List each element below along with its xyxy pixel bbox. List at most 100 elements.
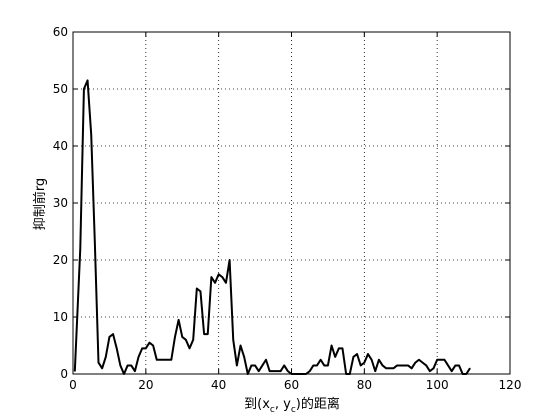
data-point	[167, 359, 169, 361]
x-tick-label: 60	[284, 378, 299, 392]
data-point	[447, 364, 449, 367]
data-point	[188, 347, 191, 349]
y-tick-label: 40	[53, 139, 68, 153]
data-point	[396, 364, 398, 367]
data-point	[279, 370, 282, 372]
data-point	[79, 248, 81, 250]
data-point	[298, 373, 300, 375]
data-point	[123, 373, 125, 375]
y-tick-label: 30	[53, 196, 68, 210]
data-point	[250, 364, 253, 367]
data-point	[83, 88, 85, 90]
data-point	[159, 359, 161, 361]
data-point	[327, 364, 329, 367]
data-point	[94, 242, 96, 244]
data-point	[276, 370, 278, 372]
data-point	[360, 364, 362, 367]
data-point	[192, 339, 194, 341]
data-point	[392, 367, 395, 369]
data-point	[341, 347, 344, 349]
ticks	[72, 31, 511, 375]
data-point	[371, 359, 373, 361]
x-tick-label: 80	[357, 378, 372, 392]
data-point	[352, 356, 355, 358]
data-point	[400, 364, 402, 367]
y-tick-label: 20	[53, 253, 68, 267]
data-point	[454, 364, 456, 367]
grid	[73, 32, 510, 374]
data-point	[338, 347, 340, 349]
data-point	[127, 364, 129, 367]
data-point	[465, 373, 467, 375]
data-point	[469, 367, 471, 369]
data-point	[214, 282, 216, 284]
data-point	[407, 364, 409, 367]
data-point	[236, 364, 238, 367]
data-point	[156, 359, 158, 361]
x-tick-label: 100	[426, 378, 449, 392]
data-point	[403, 364, 405, 367]
data-point	[116, 347, 118, 349]
data-point	[320, 359, 322, 361]
data-point	[178, 319, 180, 321]
data-point	[429, 370, 431, 372]
data-point	[105, 356, 107, 358]
data-point	[378, 359, 380, 361]
data-point	[97, 362, 100, 364]
data-point	[225, 282, 227, 284]
data-point	[134, 370, 136, 372]
data-point	[458, 364, 460, 367]
data-point	[309, 370, 311, 372]
data-point	[174, 336, 176, 338]
data-point	[247, 373, 249, 375]
data-point	[440, 359, 442, 361]
data-point	[170, 359, 172, 361]
data-point	[90, 134, 92, 136]
data-point	[74, 370, 76, 372]
x-tick-label: 20	[138, 378, 153, 392]
y-tick-label: 50	[53, 82, 68, 96]
data-point	[330, 344, 333, 347]
x-tick-label: 120	[499, 378, 522, 392]
data-point	[148, 342, 151, 344]
data-point	[196, 287, 198, 290]
data-point	[301, 373, 304, 375]
data-point	[221, 276, 223, 278]
data-point	[185, 339, 187, 341]
data-point	[86, 79, 89, 82]
series-points	[74, 79, 471, 375]
data-point	[294, 373, 296, 375]
data-point	[356, 353, 358, 355]
data-point	[272, 370, 274, 372]
data-point	[218, 273, 220, 275]
data-point	[425, 364, 427, 367]
data-point	[305, 373, 307, 375]
data-point	[374, 370, 376, 372]
data-point	[389, 367, 391, 369]
data-point	[228, 259, 231, 261]
data-point	[414, 362, 416, 364]
data-point	[181, 336, 183, 338]
data-point	[265, 359, 267, 361]
data-point	[141, 347, 143, 349]
data-point	[203, 333, 205, 335]
y-axis-label: 抑制前rg	[32, 178, 48, 230]
data-point	[345, 373, 347, 375]
data-point	[163, 359, 165, 361]
data-point	[418, 359, 420, 361]
data-point	[451, 370, 453, 372]
data-point	[145, 347, 147, 349]
data-point	[152, 344, 154, 347]
x-tick-label: 40	[211, 378, 226, 392]
data-point	[210, 276, 212, 278]
data-point	[269, 370, 271, 372]
data-point	[207, 333, 209, 335]
data-point	[312, 364, 314, 367]
data-point	[243, 356, 245, 358]
data-point	[316, 364, 318, 367]
y-tick-label: 0	[60, 367, 68, 381]
data-point	[363, 362, 365, 364]
data-point	[287, 370, 289, 372]
